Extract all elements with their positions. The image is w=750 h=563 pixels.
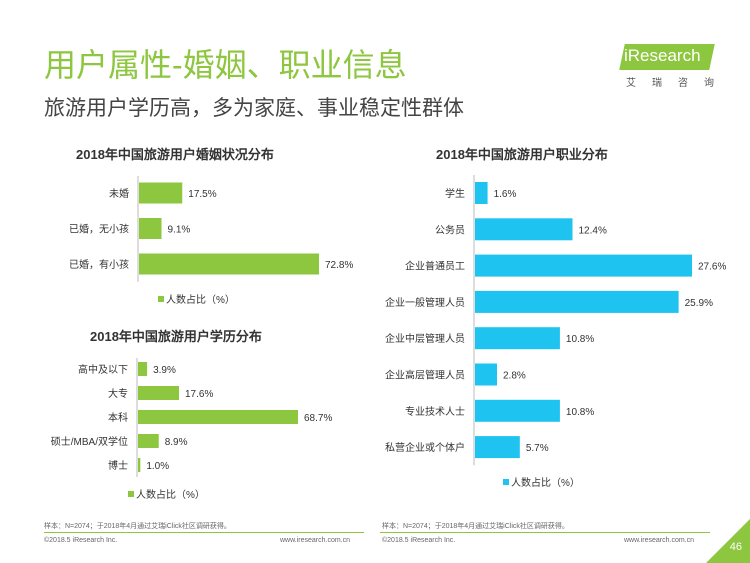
education-bar <box>138 410 298 424</box>
occupation-value-label: 25.9% <box>685 298 713 309</box>
occupation-value-label: 5.7% <box>526 443 549 454</box>
education-bar <box>138 434 159 448</box>
occupation-bar <box>475 290 679 313</box>
marriage-legend-swatch <box>158 296 164 302</box>
occupation-category-label: 企业中层管理人员 <box>385 332 465 345</box>
logo-text: iResearch <box>624 46 701 65</box>
occupation-category-label: 企业一般管理人员 <box>385 296 465 309</box>
occupation-value-label: 10.8% <box>566 334 594 345</box>
corner-triangle <box>706 519 750 563</box>
page-subtitle: 旅游用户学历高，多为家庭、事业稳定性群体 <box>44 97 464 120</box>
marriage-value-label: 72.8% <box>325 260 353 271</box>
marriage-category-label: 已婚，有小孩 <box>69 258 129 271</box>
education-category-label: 大专 <box>108 387 128 400</box>
occupation-bar <box>475 218 573 241</box>
occupation-category-label: 企业高层管理人员 <box>385 369 465 382</box>
copyright-left: ©2018.5 iResearch Inc. <box>44 537 118 544</box>
marriage-category-label: 未婚 <box>109 187 129 200</box>
education-bar <box>138 458 141 472</box>
marriage-bar <box>139 218 162 239</box>
footer-divider-right <box>380 532 710 533</box>
marriage-value-label: 9.1% <box>168 225 191 236</box>
education-legend-swatch <box>128 491 134 497</box>
occupation-chart-title: 2018年中国旅游用户职业分布 <box>436 147 608 162</box>
marriage-chart-title: 2018年中国旅游用户婚姻状况分布 <box>76 147 274 162</box>
occupation-value-label: 27.6% <box>698 262 726 273</box>
url-right: www.iresearch.com.cn <box>624 537 695 544</box>
occupation-legend-label: 人数占比（%） <box>511 476 580 489</box>
education-category-label: 硕士/MBA/双学位 <box>51 435 128 448</box>
marriage-legend-label: 人数占比（%） <box>166 293 235 306</box>
occupation-bar <box>475 254 692 277</box>
occupation-bar <box>475 436 520 459</box>
occupation-value-label: 2.8% <box>503 371 526 382</box>
education-value-label: 3.9% <box>153 365 176 376</box>
footer-divider-left <box>44 532 364 533</box>
marriage-category-label: 已婚，无小孩 <box>69 223 129 236</box>
education-category-label: 博士 <box>108 459 128 472</box>
copyright-right: ©2018.5 iResearch Inc. <box>382 537 456 544</box>
url-left: www.iresearch.com.cn <box>280 537 351 544</box>
education-value-label: 17.6% <box>185 389 213 400</box>
occupation-value-label: 12.4% <box>578 225 606 236</box>
occupation-bar <box>475 327 560 350</box>
occupation-bar <box>475 363 498 386</box>
page-number: 46 <box>729 541 742 553</box>
occupation-value-label: 10.8% <box>566 407 594 418</box>
education-value-label: 68.7% <box>304 413 332 424</box>
education-legend-label: 人数占比（%） <box>136 488 205 501</box>
marriage-bar <box>139 253 319 275</box>
source-note-right: 样本：N=2074；于2018年4月通过艾瑞iClick社区调研获得。 <box>382 523 569 530</box>
source-note-left: 样本：N=2074；于2018年4月通过艾瑞iClick社区调研获得。 <box>44 523 231 530</box>
education-bar <box>138 362 148 376</box>
education-category-label: 高中及以下 <box>78 363 128 376</box>
occupation-category-label: 企业普通员工 <box>405 260 465 273</box>
occupation-bar <box>475 399 560 422</box>
education-category-label: 本科 <box>108 411 128 424</box>
logo-subtext: 艾瑞咨询 <box>626 78 730 89</box>
occupation-category-label: 私营企业或个体户 <box>385 441 465 454</box>
marriage-bar <box>139 182 183 204</box>
education-bar <box>138 386 179 400</box>
education-chart-title: 2018年中国旅游用户学历分布 <box>90 329 262 344</box>
education-value-label: 8.9% <box>165 437 188 448</box>
marriage-value-label: 17.5% <box>188 189 216 200</box>
occupation-category-label: 专业技术人士 <box>405 405 465 418</box>
occupation-category-label: 公务员 <box>435 223 465 236</box>
iresearch-logo: iResearch 艾瑞咨询 <box>619 44 715 94</box>
education-value-label: 1.0% <box>146 461 169 472</box>
occupation-legend-swatch <box>503 479 509 485</box>
occupation-value-label: 1.6% <box>494 189 517 200</box>
occupation-category-label: 学生 <box>445 187 465 200</box>
page-title: 用户属性-婚姻、职业信息 <box>44 47 407 83</box>
occupation-bar <box>475 182 488 204</box>
